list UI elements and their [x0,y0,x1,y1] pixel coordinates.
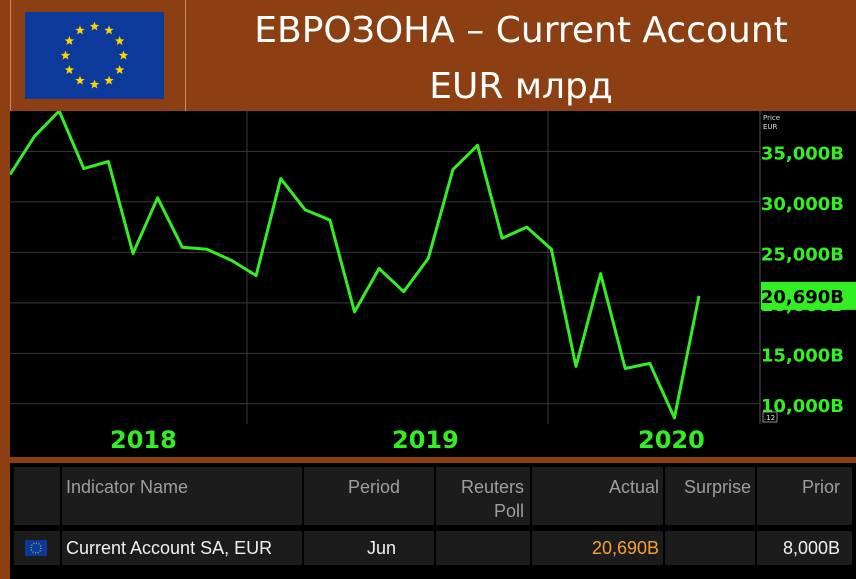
indicator-table: Indicator Name Period Reuters Poll Actua… [10,463,856,579]
y-tick-label: 10,000B [761,396,844,417]
y-tick-label: 35,000B [761,143,844,164]
header-reuters-line2: Poll [493,501,524,521]
flag-star-icon [114,36,125,46]
chart-subtitle: EUR млрд [429,66,613,107]
row-surprise [665,531,755,565]
series-line [10,111,701,420]
row-actual: 20,690B [532,531,663,565]
x-label-2018: 2018 [110,426,177,454]
header-actual: Actual [532,467,663,525]
header: ЕВРОЗОНА – Current Account EUR млрд [0,0,856,111]
header-reuters-line1: Reuters [460,477,524,497]
chart-svg: 10,000B15,000B20,000B25,000B30,000B35,00… [10,111,856,424]
flag-star-icon [64,36,75,46]
corner-label: .12 [764,414,775,422]
row-flag-cell [14,531,60,565]
row-prior: 8,000B [757,531,852,565]
flag-star-icon [118,50,129,60]
row-reuters-poll [436,531,530,565]
y-axis-header: Price [763,114,780,122]
y-tick-label: 25,000B [761,244,844,265]
header-flag-cell [14,467,60,525]
header-prior: Prior [757,467,852,525]
x-axis-years: 2018 2019 2020 [10,424,856,457]
row-indicator: Current Account SA, EUR [62,531,302,565]
line-chart: 10,000B15,000B20,000B25,000B30,000B35,00… [10,111,856,424]
flag-star-icon [89,21,100,31]
y-tick-label: 15,000B [761,345,844,366]
flag-star-icon [104,75,114,85]
flag-star-icon [64,65,75,75]
flag-star-icon [89,79,100,89]
header-period: Period [304,467,434,525]
last-value-label: 20,690B [761,287,844,308]
chart-title: ЕВРОЗОНА – Current Account [254,10,788,51]
y-axis-header: EUR [763,123,778,131]
flag-star-icon [75,25,85,35]
flag-star-icon [60,50,71,60]
flag-cell [10,0,186,111]
last-value-box [761,281,856,310]
eu-flag-small-icon [25,540,47,556]
title-cell: ЕВРОЗОНА – Current Account EUR млрд [186,0,856,111]
corner-label-box [762,411,778,423]
flag-star-icon [114,65,125,75]
y-tick-label: 30,000B [761,194,844,215]
header-reuters-poll: Reuters Poll [436,467,530,525]
eu-flag-icon [25,12,164,99]
x-label-2020: 2020 [638,426,705,454]
x-label-2019: 2019 [392,426,459,454]
header-surprise: Surprise [665,467,755,525]
header-indicator: Indicator Name [62,467,302,525]
row-period: Jun [304,531,434,565]
flag-star-icon [104,25,114,35]
flag-star-icon [75,75,85,85]
